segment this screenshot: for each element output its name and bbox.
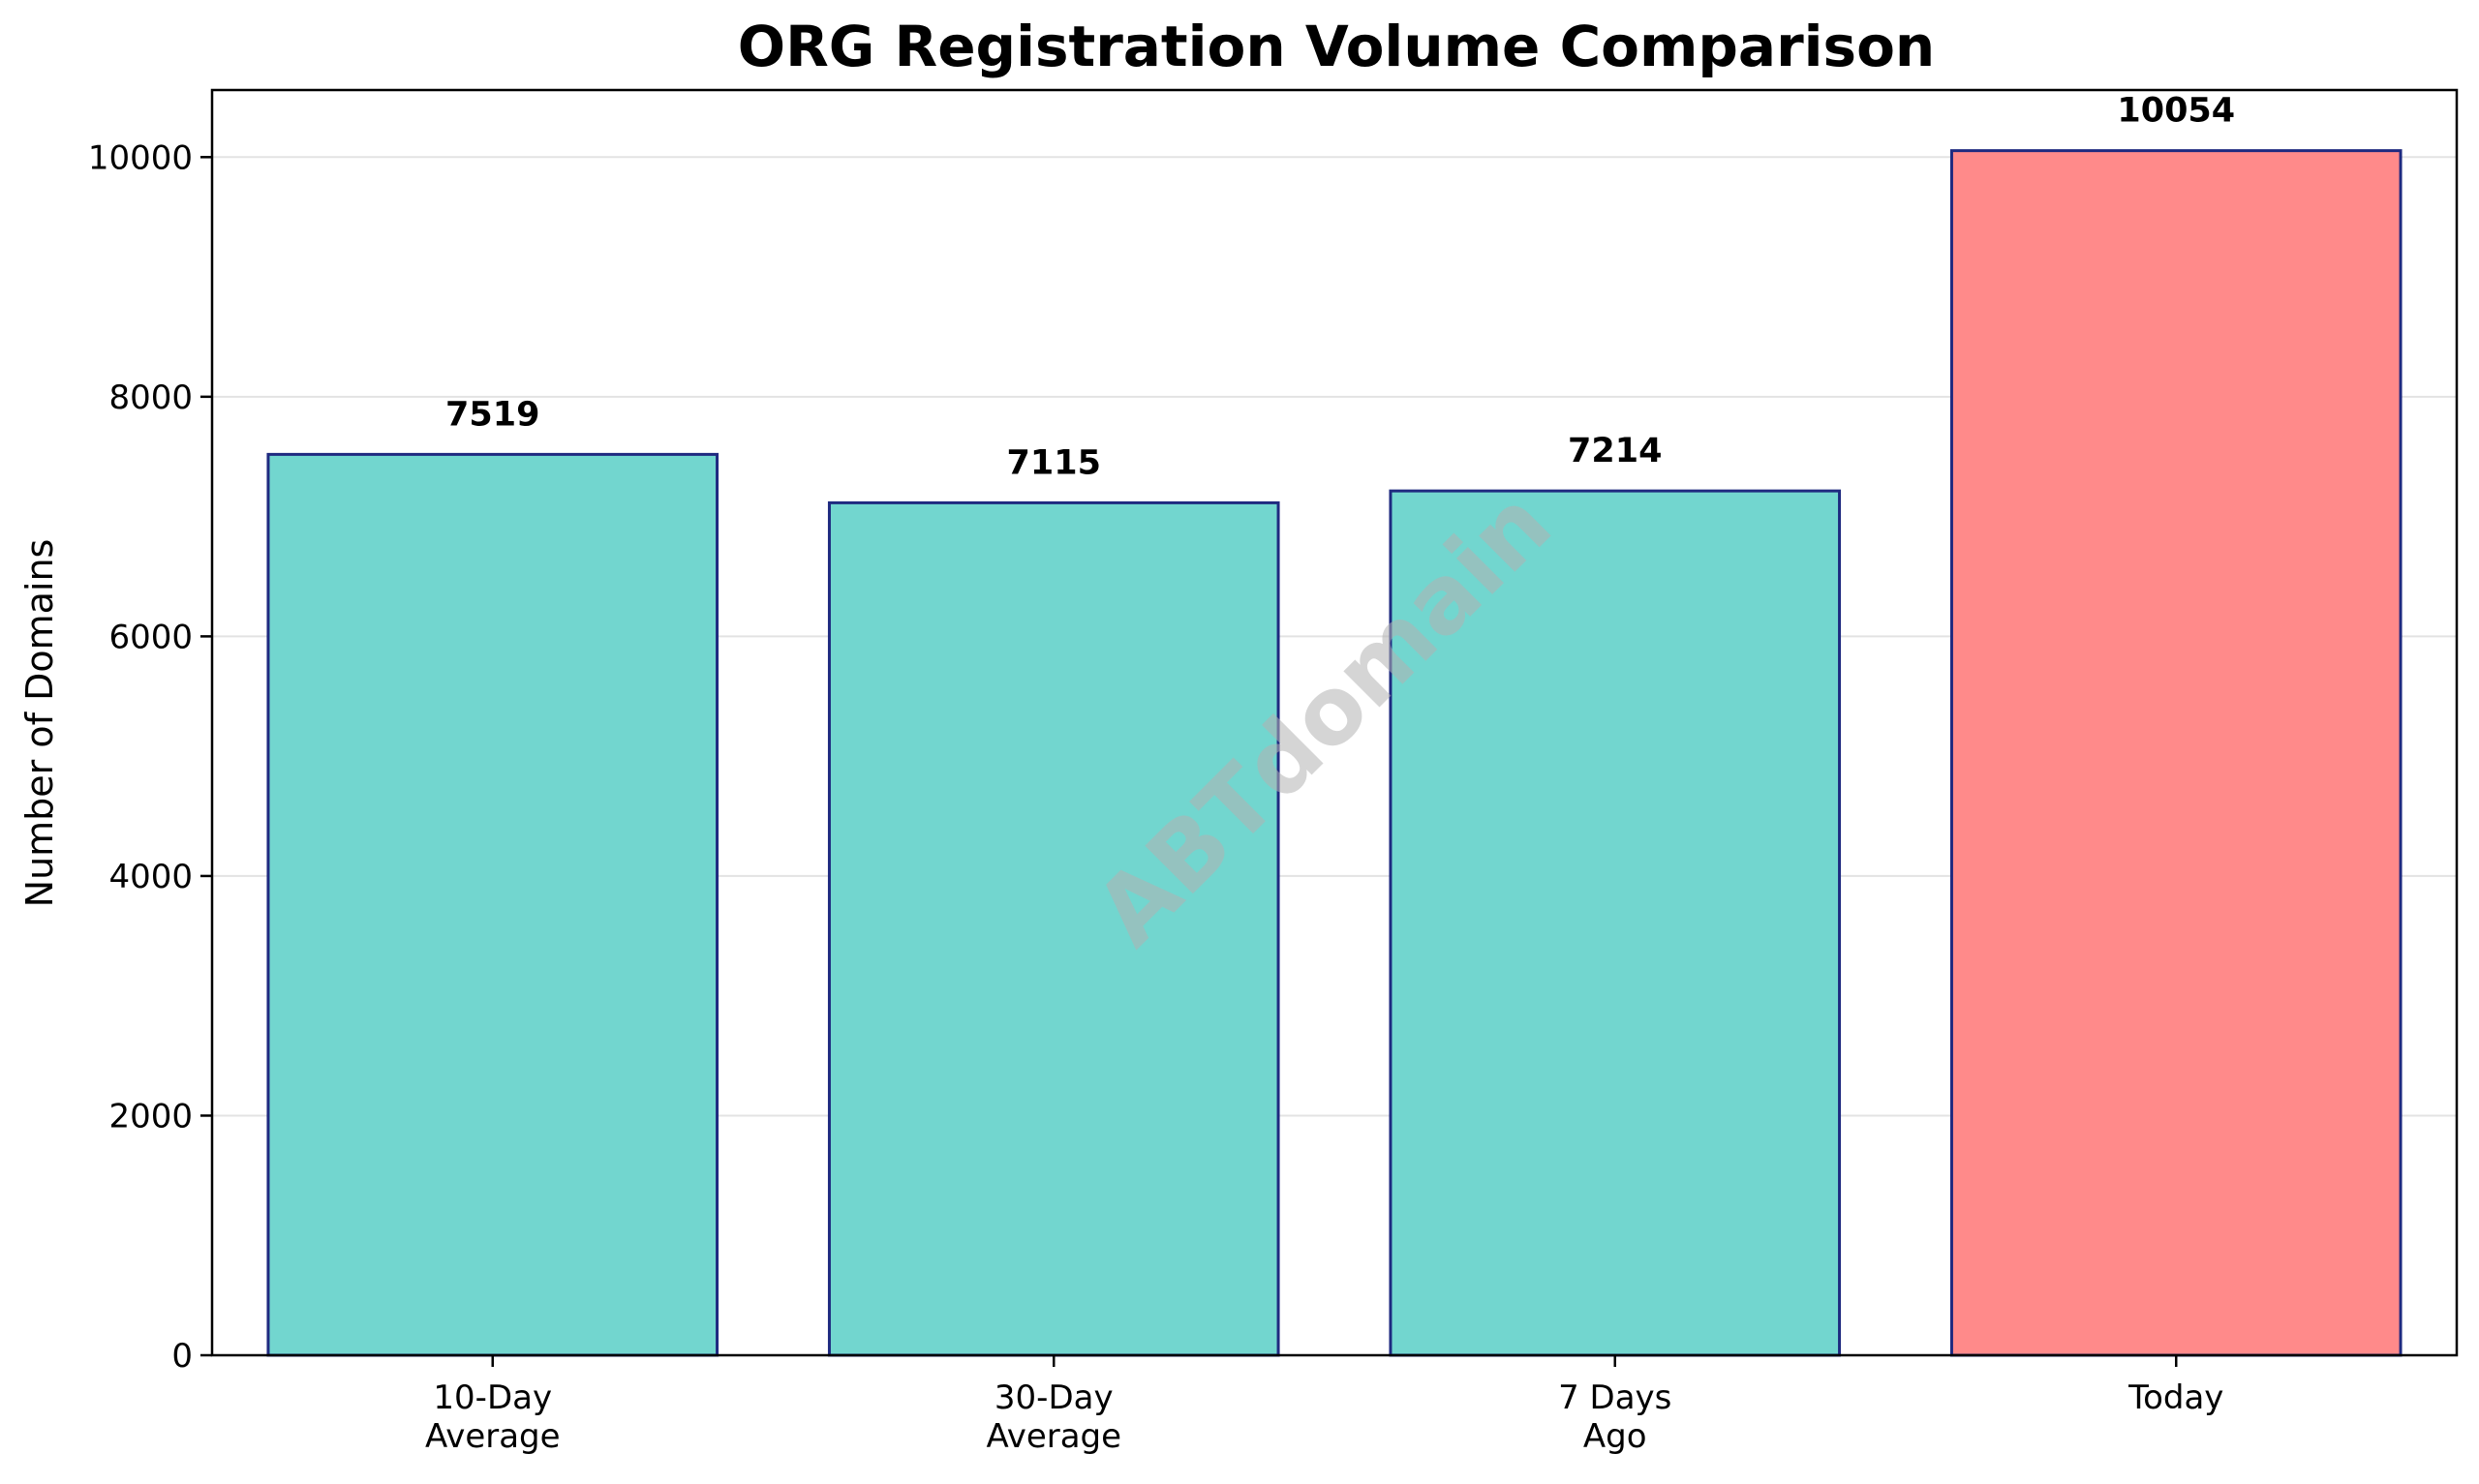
x-tick-label: Today bbox=[2127, 1378, 2223, 1417]
chart-title: ORG Registration Volume Comparison bbox=[738, 14, 1935, 79]
x-tick-label: 30-Day bbox=[995, 1378, 1114, 1417]
y-tick-label: 8000 bbox=[108, 379, 193, 417]
bar-value-label: 10054 bbox=[2117, 92, 2235, 131]
bar bbox=[266, 452, 719, 1357]
bar bbox=[1949, 149, 2402, 1357]
y-tick-label: 0 bbox=[171, 1337, 193, 1376]
x-tick-label: Average bbox=[986, 1417, 1121, 1456]
y-tick-label: 2000 bbox=[108, 1097, 193, 1136]
data-labels: 7519 7115 7214 10054 bbox=[445, 92, 2235, 483]
bar-value-label: 7214 bbox=[1568, 432, 1662, 470]
bars bbox=[266, 149, 2402, 1357]
bar-value-label: 7115 bbox=[1007, 443, 1101, 482]
plot-frame bbox=[210, 88, 2459, 1357]
y-axis-ticks: 0 2000 4000 6000 8000 10000 bbox=[88, 138, 212, 1376]
y-axis-label: Number of Domains bbox=[18, 539, 61, 908]
x-tick-label: Average bbox=[425, 1417, 561, 1456]
x-tick-label: Ago bbox=[1583, 1417, 1647, 1456]
bar bbox=[827, 500, 1280, 1357]
bar bbox=[1389, 489, 1842, 1357]
y-tick-label: 10000 bbox=[88, 138, 193, 177]
y-tick-label: 4000 bbox=[108, 858, 193, 896]
x-tick-label: 7 Days bbox=[1558, 1378, 1671, 1417]
y-tick-label: 6000 bbox=[108, 618, 193, 656]
x-tick-label: 10-Day bbox=[433, 1378, 552, 1417]
bar-value-label: 7519 bbox=[445, 395, 539, 434]
